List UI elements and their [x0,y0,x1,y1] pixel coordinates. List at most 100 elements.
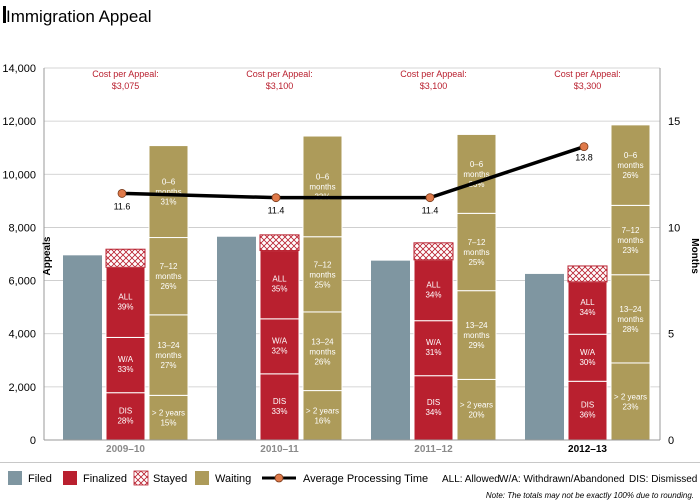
legend-line-label: Average Processing Time [303,473,428,485]
finalized-segment [413,259,454,322]
y-tick-label: 6,000 [8,276,36,288]
stayed-segment [105,248,146,268]
waiting-segment-label: 20% [468,411,484,420]
legend-stayed-label: Stayed [153,473,187,485]
legend-finalized-swatch [63,471,77,485]
finalized-segment-pct: 33% [271,407,287,416]
legend: Filed Finalized Stayed Waiting Average P… [0,462,700,486]
waiting-segment-label: 7–12 [468,238,486,247]
waiting-segment-label: 26% [160,282,176,291]
finalized-segment-pct: 33% [117,365,133,374]
waiting-segment [456,378,497,441]
avg-processing-label: 13.8 [575,153,593,163]
waiting-segment-label: 7–12 [314,260,332,269]
avg-processing-label: 11.4 [422,206,439,216]
title-marker [3,6,6,23]
finalized-segment-pct: 36% [579,411,595,420]
legend-abbrev-all: ALL: Allowed [442,474,500,485]
finalized-segment-pct: 31% [425,348,441,357]
waiting-segment-label: 0–6 [470,160,484,169]
waiting-segment-label: > 2 years [614,392,647,401]
waiting-segment-label: > 2 years [306,406,339,415]
waiting-segment [302,390,343,441]
avg-processing-point [117,189,127,198]
waiting-segment-label: 0–6 [624,151,638,160]
finalized-segment-pct: 28% [117,416,133,425]
x-category-label: 2012–13 [568,444,607,455]
gridlines [44,67,660,388]
finalized-segment [105,336,146,394]
finalized-segment-pct: 32% [271,346,287,355]
waiting-segment [148,314,189,396]
filed-bar [63,255,102,440]
finalized-segment-label: ALL [426,280,441,289]
finalized-segment [105,266,146,338]
y-tick-label: 2,000 [8,382,36,394]
waiting-segment [610,204,651,276]
waiting-segment-label: months [309,182,335,191]
avg-processing-polyline [121,144,585,200]
y2-tick-label: 5 [668,329,674,341]
finalized-segment [259,373,300,441]
y-tick-label: 4,000 [8,329,36,341]
avg-processing-label: 11.6 [114,201,131,211]
waiting-segment-label: months [309,347,335,356]
finalized-segment [567,333,608,382]
finalized-segment [259,250,300,320]
y-tick-label: 12,000 [2,116,36,128]
waiting-segment [456,133,497,214]
waiting-segment-label: 23% [622,402,638,411]
finalized-segment-label: W/A [272,336,288,345]
stayed-segment [567,265,608,283]
legend-line-marker [274,473,284,483]
finalized-segment-label: W/A [118,355,134,364]
avg-processing-label: 11.4 [268,206,285,216]
finalized-segment-label: ALL [580,298,595,307]
x-category-label: 2010–11 [260,444,299,455]
finalized-segment-pct: 34% [425,290,441,299]
waiting-segment-label: 23% [622,246,638,255]
waiting-segment [456,212,497,292]
y2-tick-label: 0 [668,435,674,447]
waiting-segment [302,135,343,238]
waiting-segment-label: 0–6 [316,172,330,181]
y2-tick-label: 15 [668,116,680,128]
waiting-segment-label: 29% [468,341,484,350]
avg-processing-point [579,142,589,152]
cost-label: Cost per Appeal: [92,69,159,79]
y-axis-label: Appeals [42,236,53,275]
waiting-segment-label: 31% [160,198,176,207]
legend-stayed-swatch [133,470,149,486]
finalized-segment-label: ALL [118,292,133,301]
waiting-segment-label: 28% [622,325,638,334]
x-category-label: 2009–10 [106,444,145,455]
waiting-segment-label: 13–24 [465,321,488,330]
legend-filed-swatch [8,471,22,485]
finalized-segment-label: DIS [581,401,594,410]
waiting-segment [148,145,189,239]
finalized-segment-pct: 34% [579,308,595,317]
finalized-segment [413,320,454,377]
waiting-segment [610,274,651,364]
waiting-segment-label: 13–24 [619,305,642,314]
legend-abbrev-dis: DIS: Dismissed [629,474,697,485]
waiting-segment-label: 0–6 [162,178,176,187]
y2-tick-label: 10 [668,222,680,234]
legend-finalized-label: Finalized [83,473,127,485]
finalized-segment-pct: 34% [425,408,441,417]
finalized-segment-label: DIS [427,398,440,407]
finalized-segment-pct: 35% [271,285,287,294]
legend-abbrev-wa: W/A: Withdrawn/Abandoned [499,474,625,485]
filed-bar [525,273,564,440]
waiting-segment-label: months [463,331,489,340]
waiting-segment-label: months [155,351,181,360]
waiting-segment-label: 7–12 [160,262,178,271]
finalized-segment-label: DIS [119,406,132,415]
finalized-segment-pct: 39% [117,302,133,311]
y-tick-label: 14,000 [2,63,36,75]
waiting-segment-label: > 2 years [152,409,185,418]
waiting-segment-label: 15% [160,419,176,428]
filed-bar [217,236,256,440]
waiting-segment-label: 13–24 [311,337,334,346]
